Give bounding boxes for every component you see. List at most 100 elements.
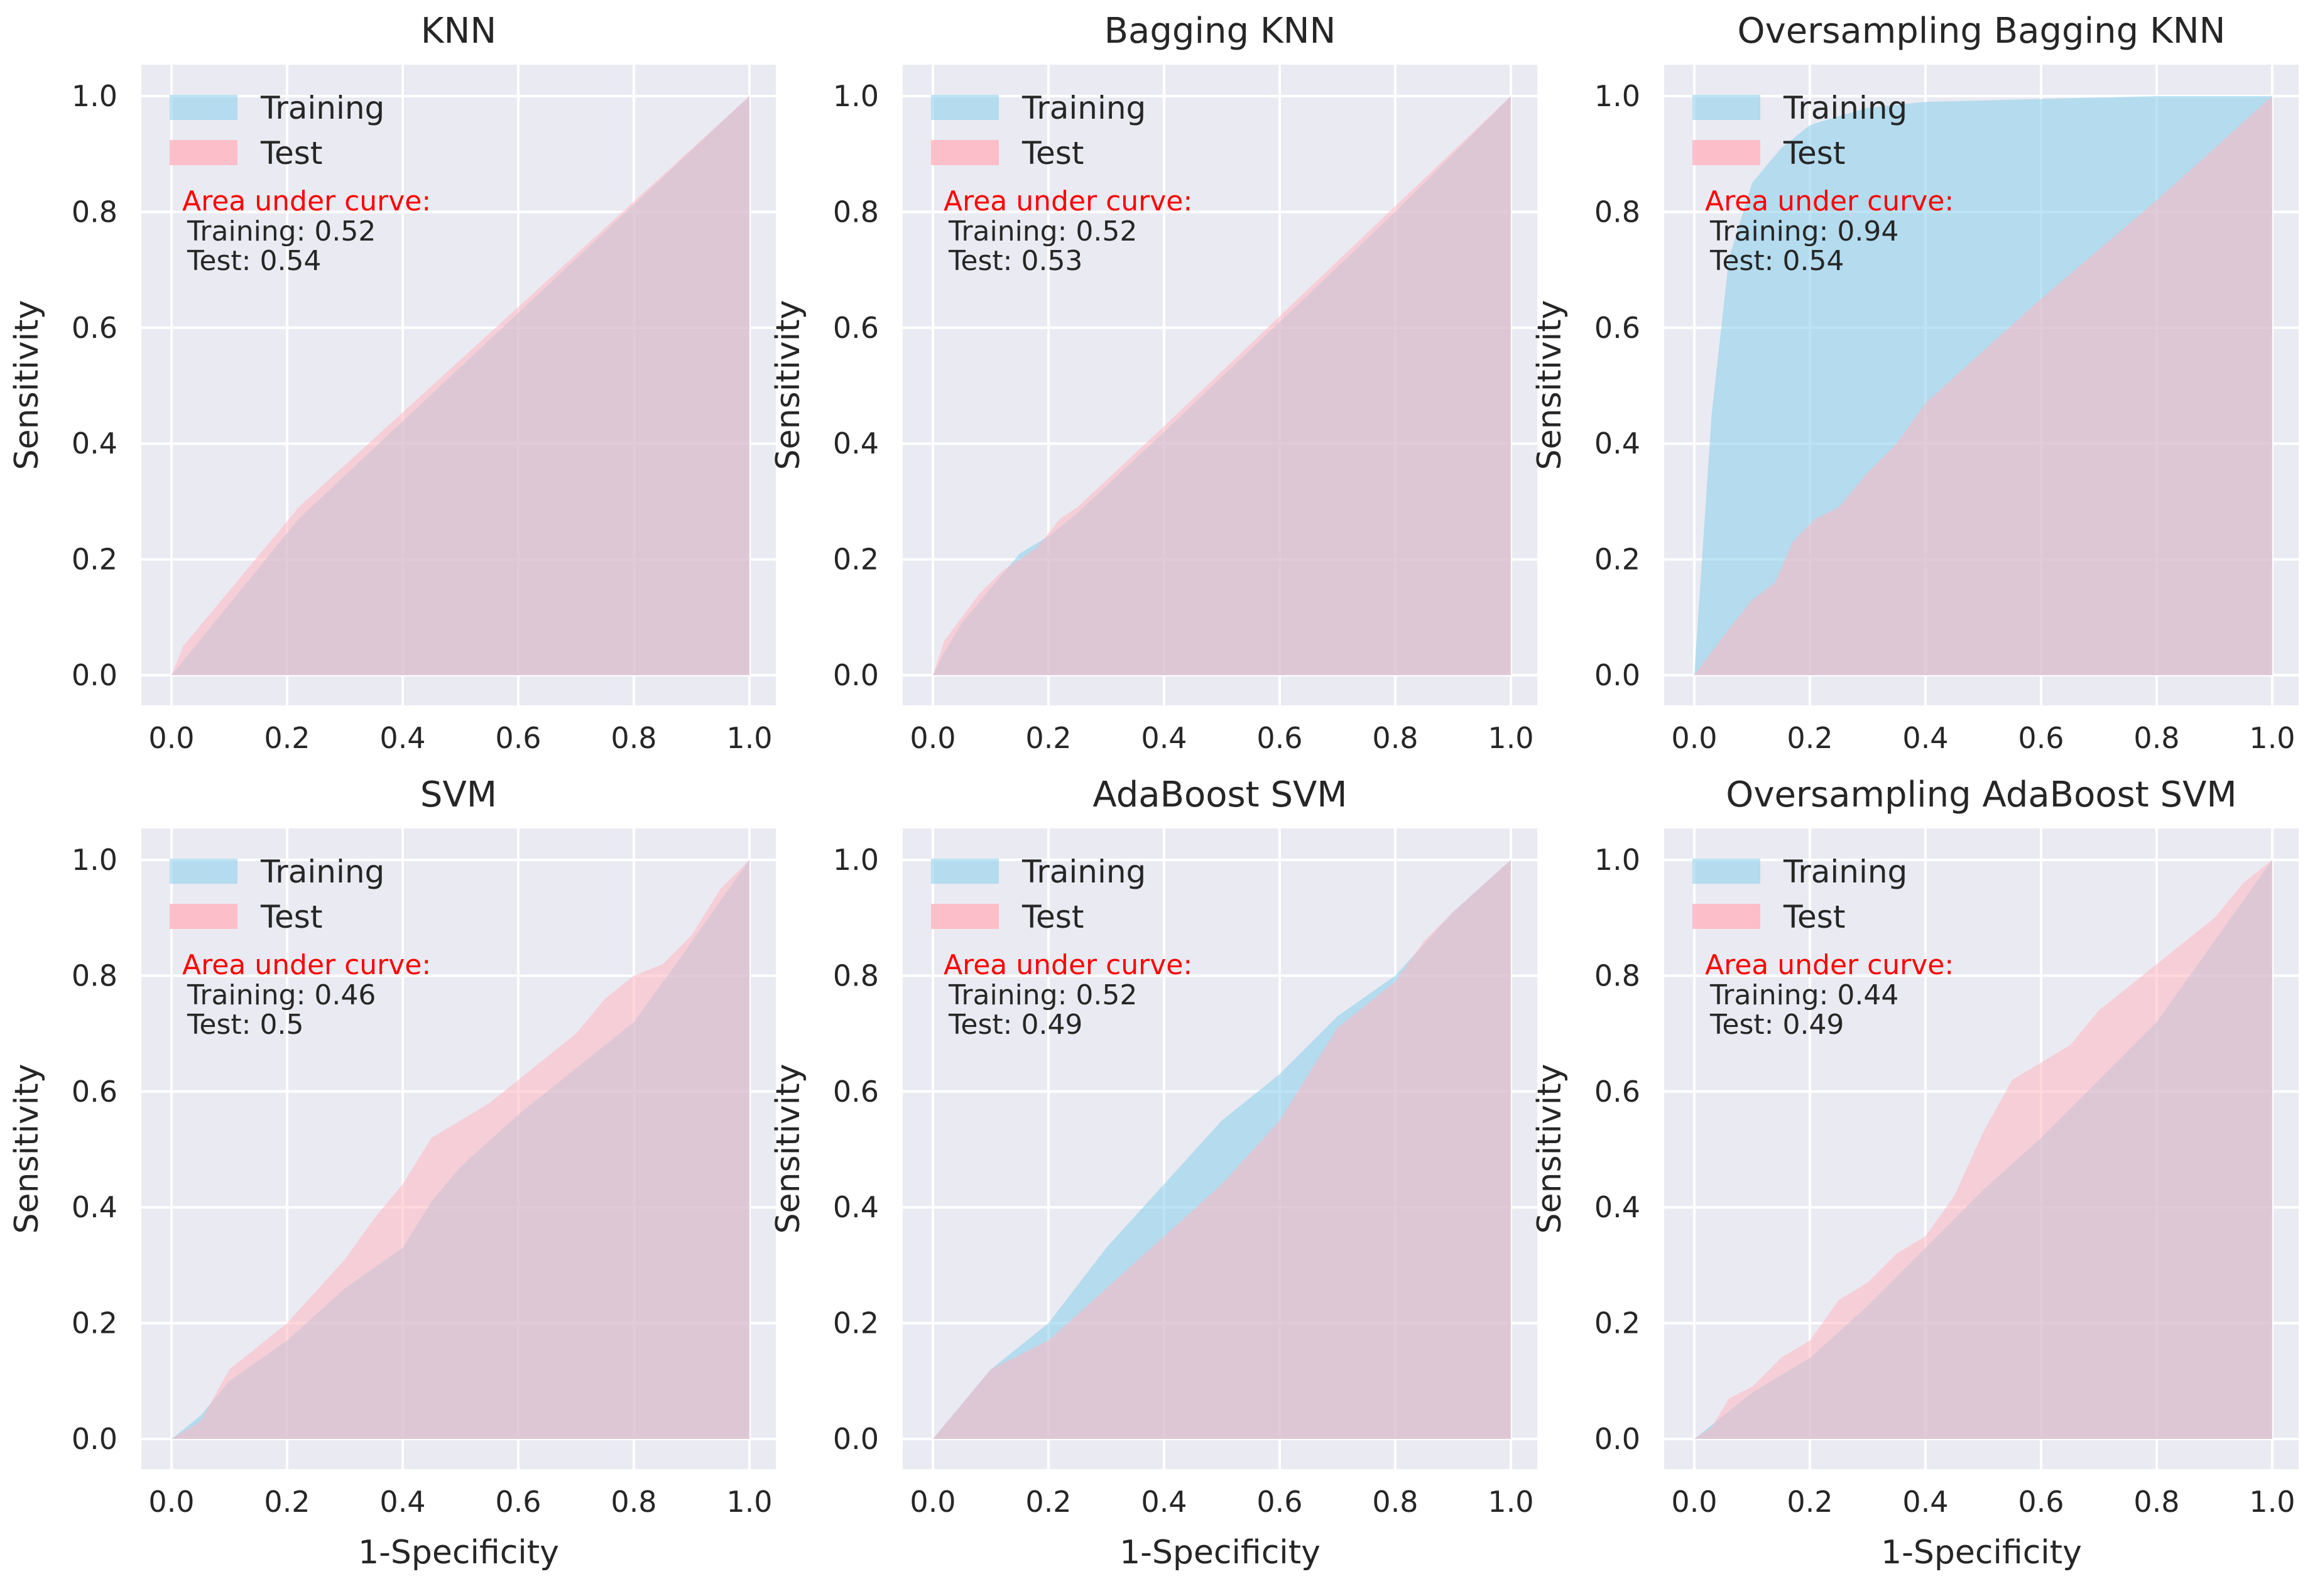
x-tick-label: 0.2 — [1025, 721, 1071, 755]
y-tick-label: 1.0 — [72, 79, 117, 113]
y-tick-label: 0.0 — [72, 658, 117, 692]
x-tick-label: 0.6 — [2018, 721, 2064, 755]
x-tick-label: 0.0 — [148, 721, 194, 755]
y-tick-label: 0.6 — [833, 311, 879, 345]
legend-label-test: Test — [1021, 135, 1084, 171]
x-tick-label: 0.0 — [910, 1485, 956, 1519]
y-axis-label: Sensitivity — [1531, 1064, 1569, 1234]
legend-label-training: Training — [1021, 854, 1146, 890]
y-tick-label: 1.0 — [72, 843, 117, 877]
chart-title: Oversampling Bagging KNN — [1738, 11, 2226, 52]
y-tick-label: 0.6 — [1594, 1075, 1640, 1109]
auc-test: Test: 0.53 — [948, 245, 1082, 277]
legend-label-test: Test — [260, 899, 322, 935]
x-tick-label: 0.2 — [1025, 1485, 1071, 1519]
x-tick-label: 0.2 — [264, 721, 310, 755]
y-tick-label: 0.8 — [72, 958, 117, 992]
x-tick-label: 0.6 — [1256, 721, 1302, 755]
x-tick-label: 0.4 — [1902, 721, 1948, 755]
legend: Training Test — [1692, 854, 1907, 935]
chart-panel-3: Oversampling Bagging KNN 0.0 0.2 0.4 0.6 0.8 1… — [1531, 11, 2299, 755]
y-tick-label: 0.2 — [833, 543, 879, 577]
y-tick-label: 0.2 — [1594, 1306, 1640, 1340]
legend: Training Test — [170, 90, 384, 171]
legend-swatch-training — [931, 95, 999, 120]
x-tick-label: 1.0 — [726, 1485, 772, 1519]
legend-label-training: Training — [1783, 854, 1907, 890]
legend-label-test: Test — [1783, 135, 1845, 171]
y-tick-label: 0.8 — [1594, 958, 1640, 992]
legend: Training Test — [931, 854, 1146, 935]
legend: Training Test — [931, 90, 1146, 171]
y-tick-label: 0.6 — [72, 1075, 117, 1109]
legend-label-training: Training — [260, 90, 384, 126]
y-tick-label: 0.8 — [833, 195, 879, 229]
y-tick-label: 0.0 — [72, 1422, 117, 1456]
area-test — [1694, 96, 2272, 675]
auc-training: Training: 0.94 — [1709, 215, 1898, 247]
legend-swatch-training — [1692, 95, 1760, 120]
y-tick-label: 0.8 — [72, 195, 117, 229]
y-tick-label: 0.2 — [1594, 543, 1640, 577]
x-tick-label: 0.6 — [2018, 1485, 2064, 1519]
legend-label-training: Training — [1021, 90, 1146, 126]
x-tick-label: 0.8 — [1372, 721, 1418, 755]
chart-title: AdaBoost SVM — [1092, 774, 1347, 815]
legend-swatch-test — [170, 904, 237, 929]
x-tick-label: 0.2 — [1787, 721, 1833, 755]
x-tick-label: 1.0 — [2249, 1485, 2295, 1519]
x-tick-label: 1.0 — [1488, 721, 1533, 755]
x-tick-label: 0.4 — [1902, 1485, 1948, 1519]
auc-test: Test: 0.49 — [948, 1009, 1082, 1041]
legend-label-test: Test — [1021, 899, 1084, 935]
y-tick-label: 1.0 — [1594, 843, 1640, 877]
y-tick-label: 1.0 — [833, 843, 879, 877]
y-tick-label: 1.0 — [833, 79, 879, 113]
auc-training: Training: 0.44 — [1709, 979, 1898, 1011]
auc-test: Test: 0.5 — [187, 1009, 303, 1041]
y-tick-label: 0.4 — [72, 1190, 117, 1224]
legend-label-training: Training — [260, 854, 384, 890]
area-test — [1694, 860, 2272, 1439]
legend-swatch-test — [931, 904, 999, 929]
x-tick-label: 0.6 — [495, 1485, 541, 1519]
auc-heading: Area under curve: — [944, 949, 1192, 981]
chart-title: SVM — [420, 774, 497, 815]
x-tick-label: 0.6 — [495, 721, 541, 755]
legend: Training Test — [170, 854, 384, 935]
chart-panel-5: AdaBoost SVM 0.0 0.2 0.4 0.6 0.8 1.0 0.0 0.2 0.4 0… — [770, 774, 1537, 1572]
x-tick-label: 0.8 — [611, 721, 656, 755]
y-tick-label: 0.2 — [833, 1306, 879, 1340]
y-tick-label: 0.6 — [1594, 311, 1640, 345]
legend-swatch-training — [170, 95, 237, 120]
x-tick-label: 0.8 — [611, 1485, 656, 1519]
legend-swatch-test — [170, 140, 237, 165]
area-test — [172, 860, 749, 1439]
x-tick-label: 0.4 — [379, 1485, 425, 1519]
auc-heading: Area under curve: — [1705, 949, 1954, 981]
x-tick-label: 0.0 — [1671, 1485, 1717, 1519]
legend-label-test: Test — [260, 135, 322, 171]
x-axis-label: 1-Specificity — [1881, 1534, 2082, 1572]
x-axis-label: 1-Specificity — [1119, 1534, 1321, 1572]
y-tick-label: 0.8 — [833, 958, 879, 992]
y-tick-label: 0.4 — [1594, 1190, 1640, 1224]
chart-title: KNN — [421, 11, 497, 52]
legend-label-test: Test — [1783, 899, 1845, 935]
x-tick-label: 0.2 — [264, 1485, 310, 1519]
auc-training: Training: 0.52 — [948, 979, 1137, 1011]
y-tick-label: 0.0 — [833, 1422, 879, 1456]
x-tick-label: 0.0 — [910, 721, 956, 755]
legend-label-training: Training — [1783, 90, 1907, 126]
legend-swatch-training — [170, 859, 237, 884]
auc-heading: Area under curve: — [944, 185, 1192, 217]
x-tick-label: 0.4 — [1141, 721, 1187, 755]
y-tick-label: 0.2 — [72, 1306, 117, 1340]
legend-swatch-test — [931, 140, 999, 165]
